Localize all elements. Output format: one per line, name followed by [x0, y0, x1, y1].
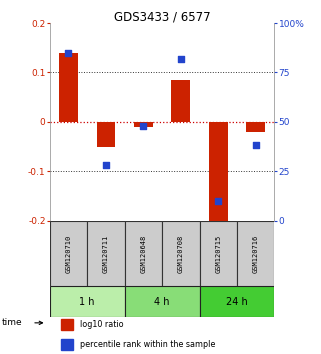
Bar — [87, 221, 125, 286]
Bar — [61, 319, 73, 330]
Point — [141, 123, 146, 129]
Bar — [61, 339, 73, 350]
Bar — [50, 221, 87, 286]
Bar — [247, 122, 265, 132]
Bar — [237, 221, 274, 286]
Bar — [200, 221, 237, 286]
Bar — [97, 122, 115, 148]
Text: log10 ratio: log10 ratio — [80, 320, 124, 329]
Text: time: time — [2, 318, 22, 327]
Text: GSM120648: GSM120648 — [140, 234, 146, 273]
Bar — [59, 53, 78, 122]
Text: GSM120708: GSM120708 — [178, 234, 184, 273]
Bar — [125, 286, 200, 317]
Bar — [50, 286, 125, 317]
Text: percentile rank within the sample: percentile rank within the sample — [80, 340, 215, 349]
Bar — [162, 221, 200, 286]
Bar — [125, 221, 162, 286]
Point — [178, 56, 183, 61]
Point — [216, 198, 221, 204]
Text: GSM120711: GSM120711 — [103, 234, 109, 273]
Bar — [209, 122, 228, 225]
Text: GSM120710: GSM120710 — [65, 234, 72, 273]
Point — [103, 162, 108, 168]
Text: GSM120716: GSM120716 — [253, 234, 259, 273]
Title: GDS3433 / 6577: GDS3433 / 6577 — [114, 10, 211, 23]
Bar — [200, 286, 274, 317]
Text: 1 h: 1 h — [80, 297, 95, 307]
Text: 4 h: 4 h — [154, 297, 170, 307]
Text: 24 h: 24 h — [226, 297, 248, 307]
Bar — [171, 80, 190, 122]
Point — [66, 50, 71, 56]
Bar — [134, 122, 153, 127]
Point — [253, 143, 258, 148]
Text: GSM120715: GSM120715 — [215, 234, 221, 273]
